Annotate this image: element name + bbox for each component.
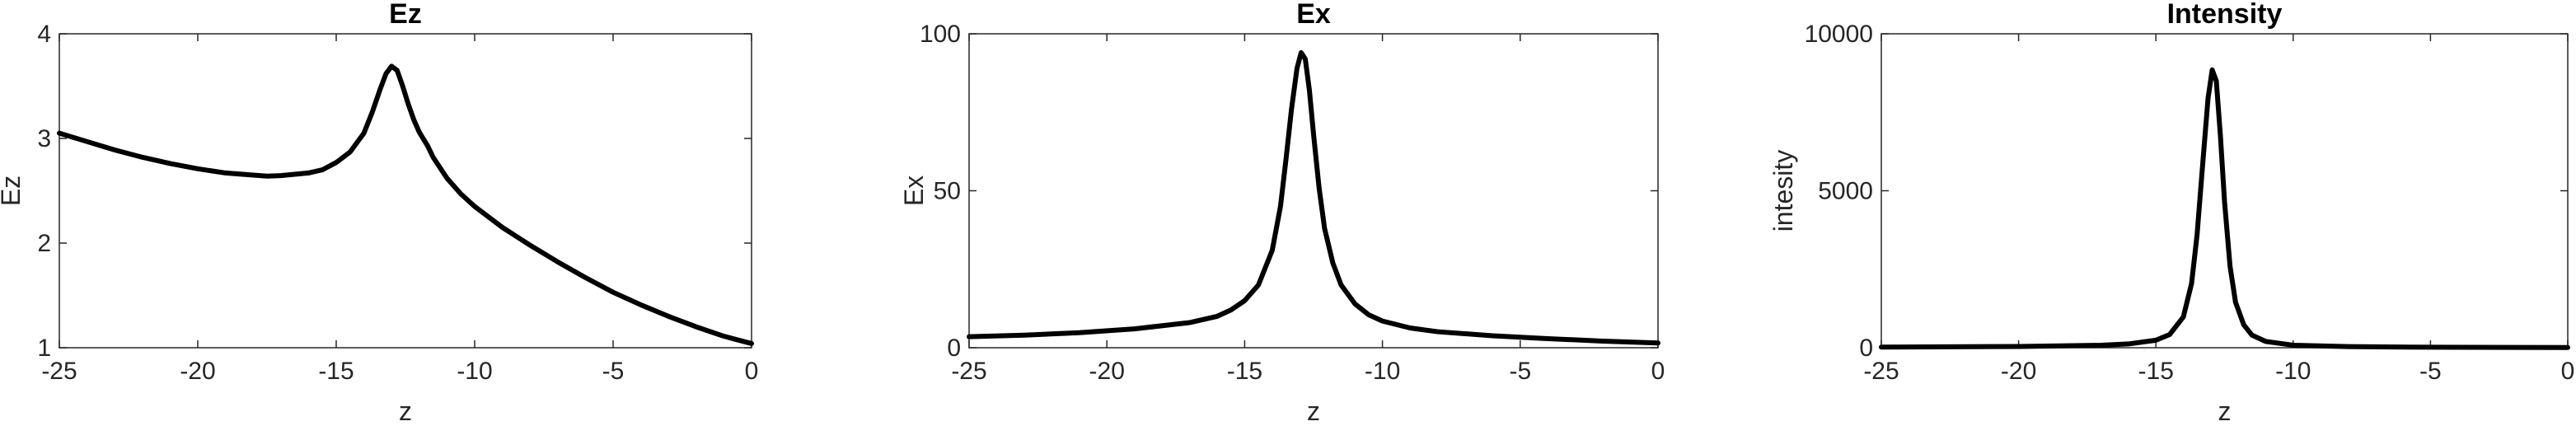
- x-axis-label: z: [399, 396, 412, 426]
- axes-box: [59, 33, 752, 349]
- x-tick-label: -20: [1089, 358, 1125, 385]
- x-tick-label: -10: [2275, 358, 2311, 385]
- y-tick-label: 0: [1859, 335, 1873, 362]
- x-tick-label: -15: [2138, 358, 2174, 385]
- series-line: [1879, 67, 2570, 350]
- series-line: [57, 63, 754, 346]
- x-tick-label: -5: [602, 358, 625, 385]
- x-axis-label: z: [2218, 396, 2232, 426]
- y-tick-label: 4: [37, 21, 51, 48]
- y-tick-label: 2: [37, 230, 51, 257]
- axes-box: [968, 33, 1659, 349]
- y-axis-label: Ez: [0, 176, 26, 206]
- chart-title: Intensity: [2167, 0, 2283, 30]
- x-tick-label: -15: [318, 358, 354, 385]
- chart-title: Ex: [1296, 0, 1331, 30]
- x-tick-label: -25: [951, 358, 986, 385]
- x-tick-label: -25: [41, 358, 77, 385]
- chart-panel-3: -25 -20 -15 -10 -5 0 0 5000 10000 Intensity z intes…: [1768, 0, 2574, 426]
- chart-panel-2: -25 -20 -15 -10 -5 0 0 50 100 Ex z Ex: [899, 0, 1665, 426]
- x-tick-label: 0: [745, 358, 759, 385]
- x-tick-label: -5: [1509, 358, 1531, 385]
- chart-panel-1: -25 -20 -15 -10 -5 0 1 2 3 4 Ez z Ez: [0, 0, 758, 426]
- y-tick-label: 100: [920, 21, 961, 48]
- y-tick-label: 1: [37, 335, 51, 362]
- x-tick-label: 0: [2561, 358, 2575, 385]
- x-tick-label: 0: [1651, 358, 1665, 385]
- chart-title: Ez: [389, 0, 422, 30]
- x-tick-label: -20: [180, 358, 215, 385]
- y-tick-label: 3: [37, 125, 51, 152]
- x-tick-label: -5: [2419, 358, 2442, 385]
- y-tick-label: 50: [934, 178, 961, 205]
- y-axis-label: intesity: [1768, 150, 1798, 232]
- x-tick-label: -15: [1227, 358, 1262, 385]
- y-tick-label: 10000: [1805, 21, 1873, 48]
- y-tick-label: 0: [947, 335, 961, 362]
- series-line: [967, 49, 1660, 346]
- x-tick-label: -25: [1863, 358, 1899, 385]
- y-tick-label: 5000: [1818, 178, 1873, 205]
- y-axis-label: Ex: [899, 176, 929, 206]
- x-tick-label: -10: [457, 358, 492, 385]
- x-axis-label: z: [1307, 396, 1320, 426]
- x-tick-label: -20: [2001, 358, 2036, 385]
- x-tick-label: -10: [1365, 358, 1400, 385]
